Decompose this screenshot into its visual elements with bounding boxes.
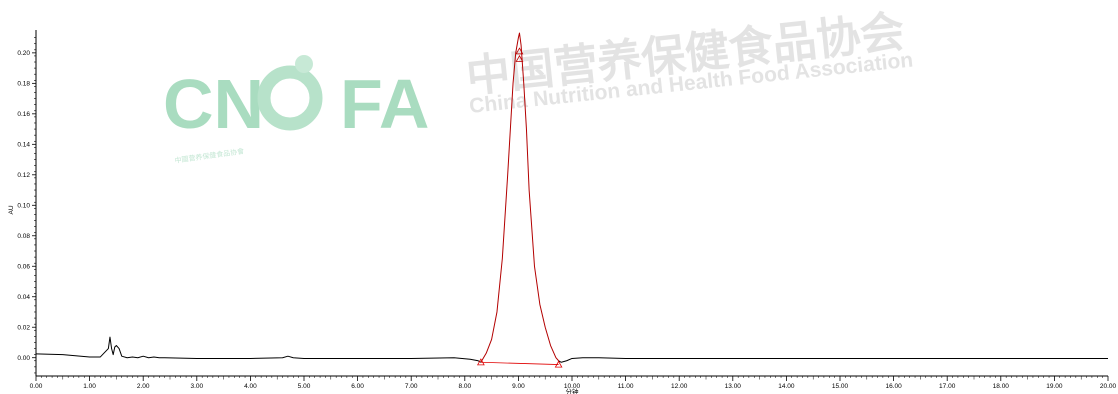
integration-baseline — [480, 361, 559, 365]
x-tick-label: 8.00 — [458, 383, 471, 390]
plot-area — [35, 32, 1108, 368]
x-tick-label: 6.00 — [351, 383, 364, 390]
peak-marker-triangle — [477, 358, 485, 366]
y-tick-label: 0.12 — [17, 172, 30, 179]
x-tick-label: 11.00 — [618, 383, 634, 390]
x-tick-label: 18.00 — [993, 383, 1010, 390]
x-tick-label: 13.00 — [725, 383, 742, 390]
x-tick-label: 16.00 — [885, 383, 902, 390]
x-tick-label: 2.00 — [137, 383, 150, 390]
y-tick-label: 0.10 — [17, 203, 30, 210]
x-tick-label: 10.00 — [564, 383, 581, 390]
y-tick-label: 0.18 — [17, 81, 30, 88]
cnfa-logo: CN FA 中國营养保健食品协會 — [163, 55, 429, 165]
x-tick-label: 12.00 — [671, 383, 688, 390]
x-tick-label: 7.00 — [405, 383, 418, 390]
series-line-3 — [558, 357, 1108, 363]
watermark: CN FA 中國营养保健食品协會 中国营养保健食品协会 China Nutrit… — [163, 6, 914, 165]
series-line-2 — [480, 32, 559, 363]
y-axis-ticks: 0.00 0.02 0.04 0.06 0.08 0.10 0.12 0.14 0.16 0.18… — [17, 37, 36, 374]
y-tick-label: 0.02 — [17, 325, 30, 332]
y-tick-label: 0.04 — [17, 294, 30, 301]
logo-text-right: FA — [340, 65, 429, 143]
peak-marker-triangle — [515, 47, 524, 55]
x-tick-label: 4.00 — [244, 383, 257, 390]
logo-text-left: CN — [163, 65, 264, 143]
y-tick-label: 0.06 — [17, 264, 30, 271]
x-tick-label: 19.00 — [1046, 383, 1063, 390]
y-tick-label: 0.20 — [17, 50, 30, 57]
x-tick-label: 1.00 — [83, 383, 96, 390]
x-tick-label: 0.00 — [30, 383, 43, 390]
y-tick-label: 0.00 — [17, 355, 30, 362]
x-tick-label: 17.00 — [939, 383, 956, 390]
logo-subtitle: 中國营养保健食品协會 — [174, 146, 245, 165]
x-tick-label: 5.00 — [298, 383, 311, 390]
peak-marker-triangle — [515, 54, 524, 62]
x-tick-label: 14.00 — [778, 383, 795, 390]
peak-marker-triangle — [554, 360, 563, 368]
x-tick-label: 9.00 — [512, 383, 525, 390]
x-tick-label: 3.00 — [190, 383, 203, 390]
x-tick-label: 20.00 — [1100, 383, 1117, 390]
x-axis-ticks: 0.00 1.00 2.00 3.00 4.00 5.00 6.00 7.00 8.00 9.00… — [30, 376, 1117, 390]
y-axis-title: AU — [8, 205, 15, 214]
x-axis-title: 分钟 — [566, 387, 580, 394]
logo-figure-icon — [257, 55, 323, 131]
y-tick-label: 0.08 — [17, 233, 30, 240]
x-tick-label: 15.00 — [832, 383, 849, 390]
y-tick-label: 0.16 — [17, 111, 30, 118]
series-line-1 — [35, 336, 482, 363]
y-tick-label: 0.14 — [17, 142, 30, 149]
